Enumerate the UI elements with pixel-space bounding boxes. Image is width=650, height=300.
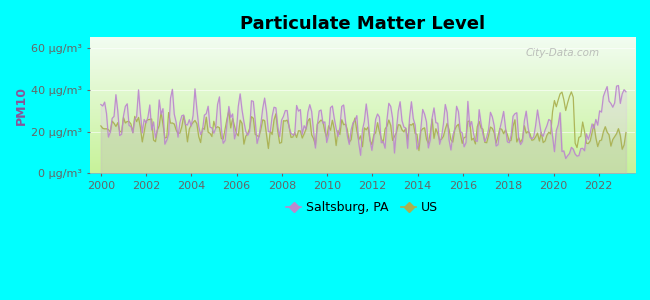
Text: City-Data.com: City-Data.com xyxy=(526,48,600,58)
Y-axis label: PM10: PM10 xyxy=(15,86,28,125)
Legend: Saltsburg, PA, US: Saltsburg, PA, US xyxy=(281,196,443,219)
Title: Particulate Matter Level: Particulate Matter Level xyxy=(240,15,485,33)
